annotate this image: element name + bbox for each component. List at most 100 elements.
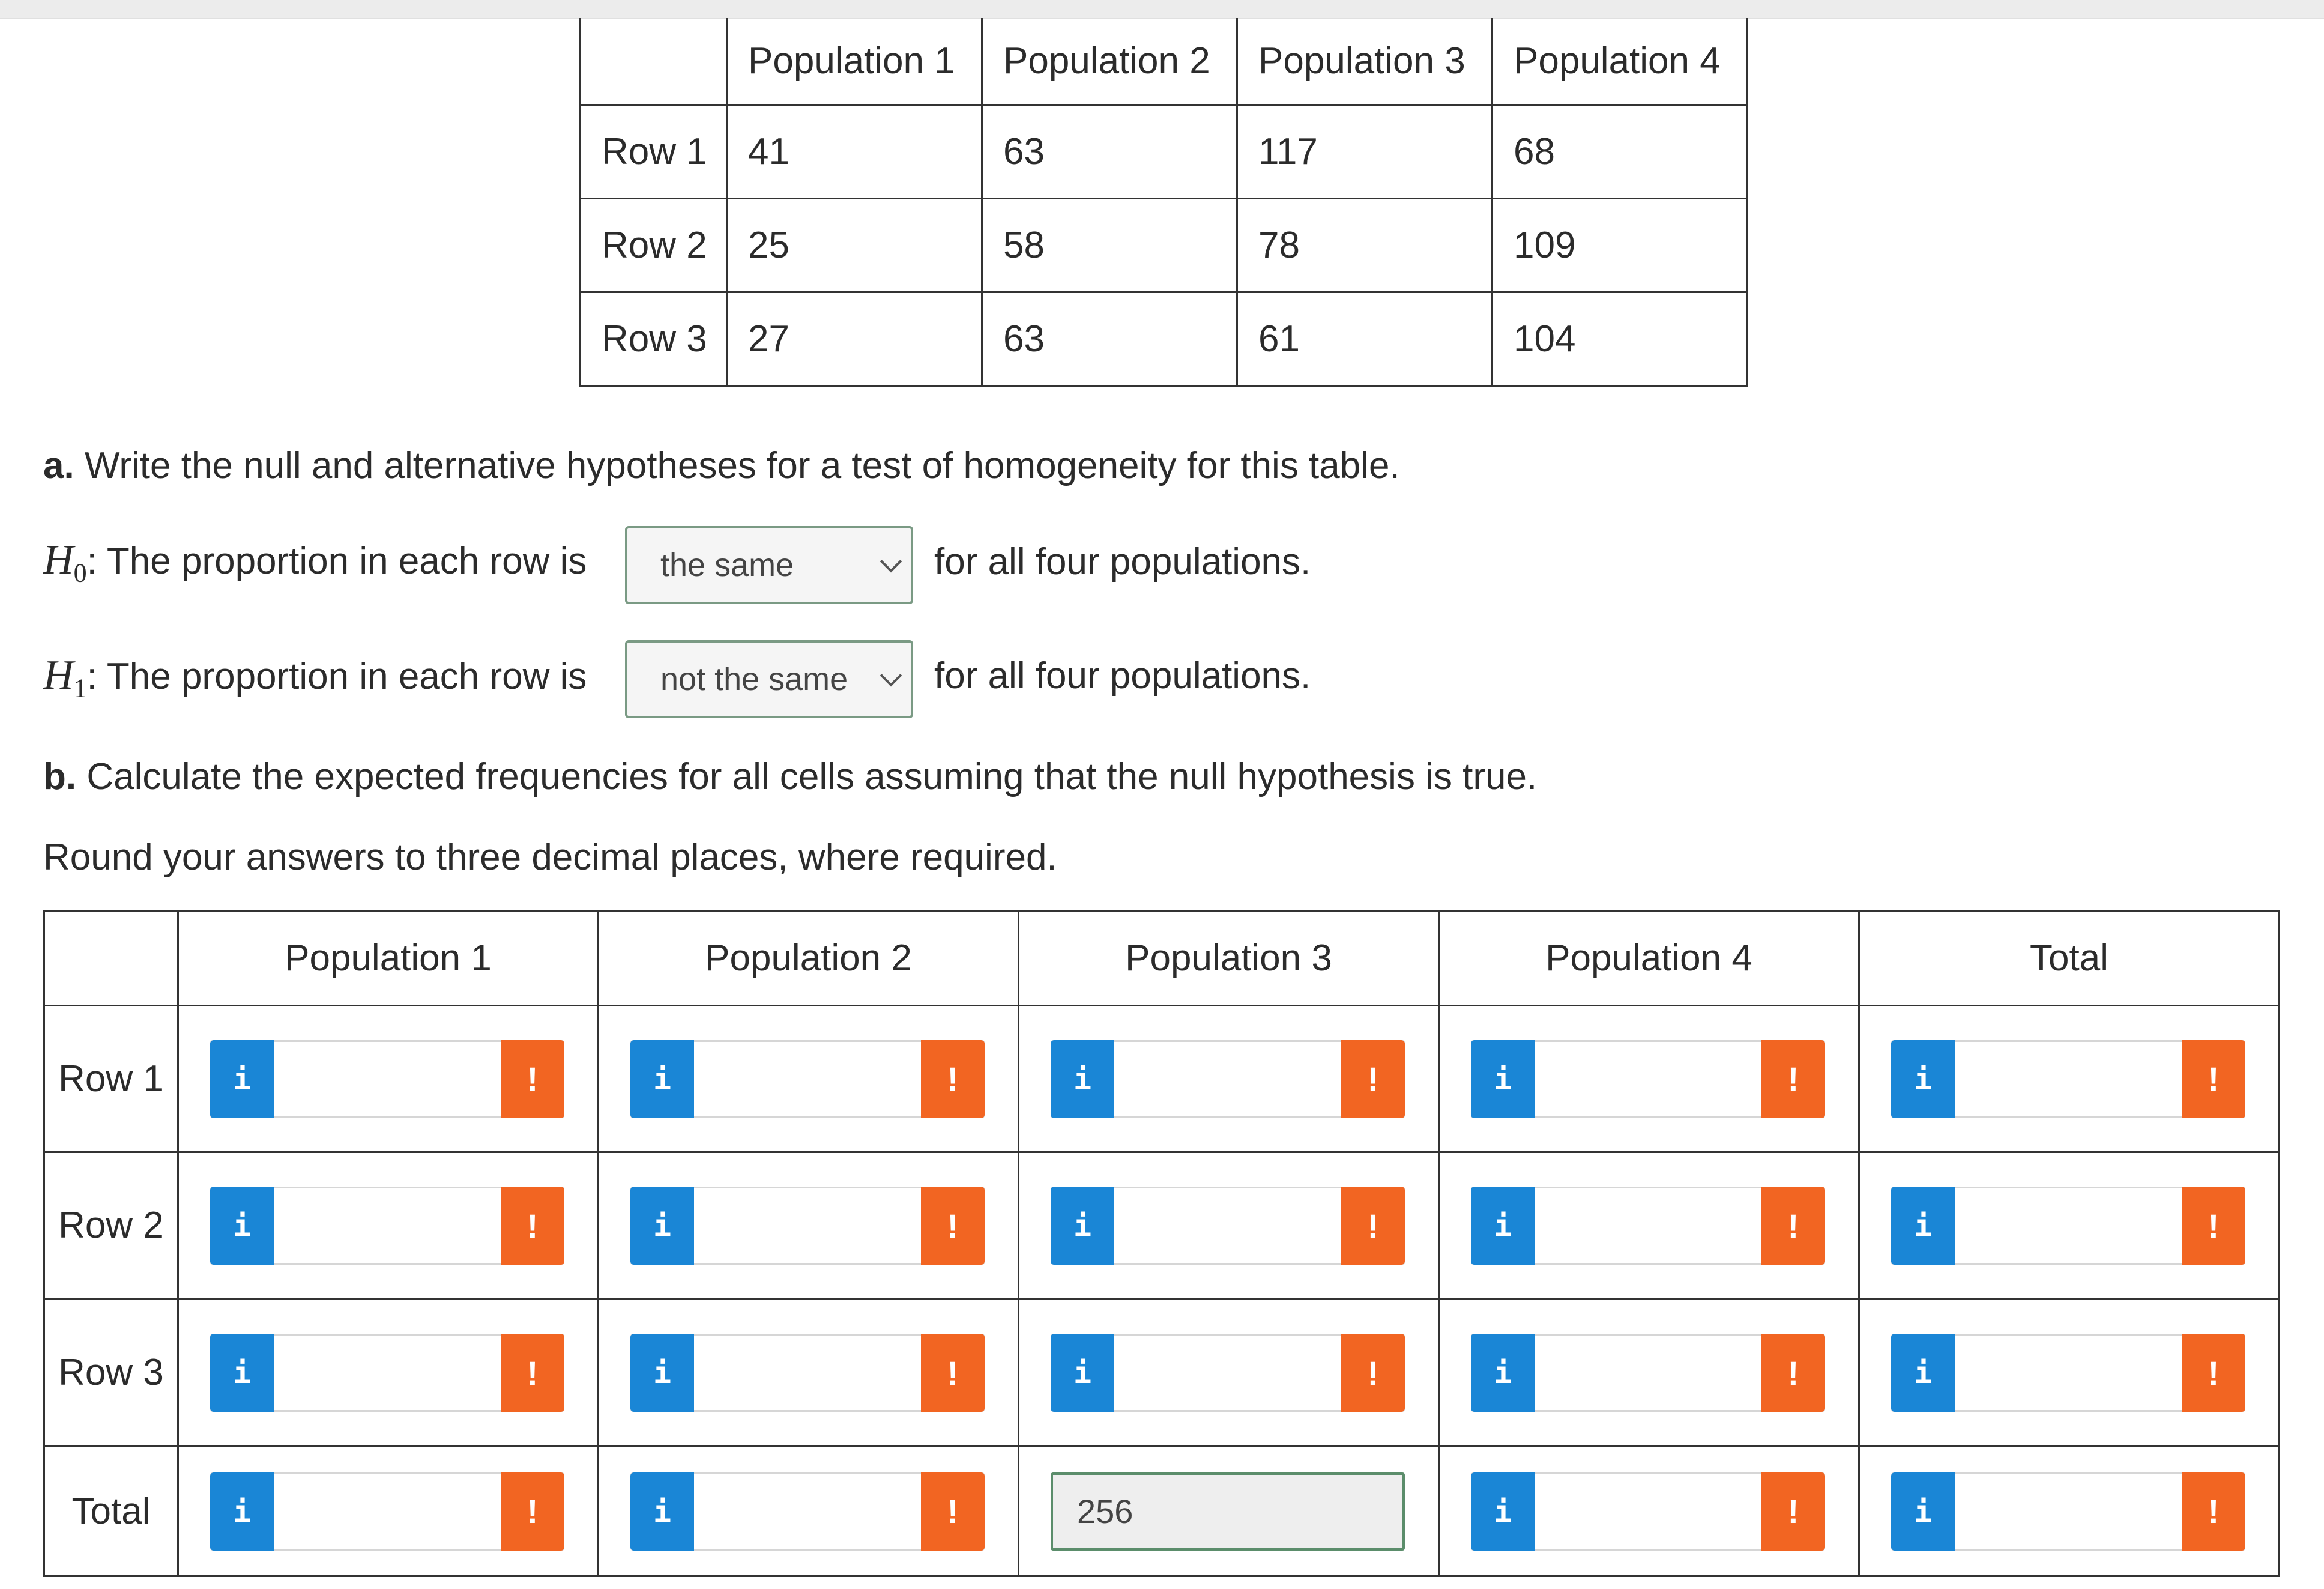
header-cell: Population 4 <box>1438 910 1860 1006</box>
exclamation-icon[interactable]: ! <box>2182 1472 2245 1551</box>
answer-input[interactable]: i! <box>1051 1334 1405 1412</box>
exclamation-icon[interactable]: ! <box>501 1472 564 1551</box>
exclamation-icon[interactable]: ! <box>1761 1040 1825 1118</box>
h1-statement: H1: The proportion in each row is <box>43 652 587 703</box>
answer-input[interactable]: i! <box>1471 1472 1825 1551</box>
answer-input[interactable]: i! <box>210 1040 564 1118</box>
answer-input[interactable]: i! <box>210 1334 564 1412</box>
answer-input[interactable]: i! <box>210 1472 564 1551</box>
info-icon[interactable]: i <box>1051 1040 1114 1118</box>
info-icon[interactable]: i <box>1891 1334 1955 1412</box>
exclamation-icon[interactable]: ! <box>2182 1187 2245 1265</box>
info-icon[interactable]: i <box>1051 1334 1114 1412</box>
h1-selected-value: not the same <box>660 661 848 697</box>
prefilled-answer-input[interactable]: 256 <box>1051 1472 1405 1551</box>
answer-input[interactable]: i! <box>630 1187 985 1265</box>
exclamation-icon[interactable]: ! <box>921 1040 985 1118</box>
chevron-down-icon <box>880 664 902 687</box>
part-a-prefix: a. <box>43 445 74 486</box>
info-icon[interactable]: i <box>210 1334 274 1412</box>
exclamation-icon[interactable]: ! <box>1761 1334 1825 1412</box>
h1-select[interactable]: not the same <box>625 640 913 718</box>
part-b-question: b. Calculate the expected frequencies fo… <box>43 755 1537 798</box>
answer-grid: Population 1 Population 2 Population 3 P… <box>43 910 2280 1577</box>
exclamation-icon[interactable]: ! <box>921 1472 985 1551</box>
info-icon[interactable]: i <box>210 1472 274 1551</box>
answer-cell: i! <box>177 1445 599 1577</box>
info-icon[interactable]: i <box>1891 1187 1955 1265</box>
answer-input[interactable]: i! <box>630 1334 985 1412</box>
header-cell: Population 2 <box>981 18 1238 106</box>
answer-input[interactable]: i! <box>1051 1187 1405 1265</box>
header-cell: Population 1 <box>177 910 599 1006</box>
answer-input[interactable]: i! <box>630 1040 985 1118</box>
data-cell: 68 <box>1491 104 1748 199</box>
row-label: Row 1 <box>43 1005 179 1153</box>
answer-input[interactable]: i! <box>1471 1334 1825 1412</box>
data-cell: 61 <box>1236 291 1493 387</box>
table-row: Row 2 25 58 78 109 <box>579 198 1748 293</box>
info-icon[interactable]: i <box>630 1187 694 1265</box>
table-row: Row 2 i! i! i! i! i! <box>43 1151 2280 1300</box>
exclamation-icon[interactable]: ! <box>921 1334 985 1412</box>
info-icon[interactable]: i <box>630 1040 694 1118</box>
exclamation-icon[interactable]: ! <box>921 1187 985 1265</box>
answer-input[interactable]: i! <box>1471 1187 1825 1265</box>
h1-symbol: H <box>43 652 74 698</box>
info-icon[interactable]: i <box>1471 1472 1535 1551</box>
info-icon[interactable]: i <box>1471 1040 1535 1118</box>
answer-input[interactable]: i! <box>1051 1040 1405 1118</box>
h0-symbol: H <box>43 537 74 583</box>
table-row: Row 3 27 63 61 104 <box>579 291 1748 387</box>
info-icon[interactable]: i <box>1471 1334 1535 1412</box>
h0-select[interactable]: the same <box>625 526 913 604</box>
info-icon[interactable]: i <box>1891 1472 1955 1551</box>
answer-cell: i! <box>177 1298 599 1447</box>
exclamation-icon[interactable]: ! <box>1761 1472 1825 1551</box>
answer-cell: i! <box>177 1005 599 1153</box>
answer-input[interactable]: i! <box>1891 1040 2245 1118</box>
part-a-question: a. Write the null and alternative hypoth… <box>43 444 1400 487</box>
exclamation-icon[interactable]: ! <box>1341 1334 1405 1412</box>
exclamation-icon[interactable]: ! <box>501 1334 564 1412</box>
info-icon[interactable]: i <box>210 1040 274 1118</box>
data-cell: 117 <box>1236 104 1493 199</box>
h0-text: : The proportion in each row is <box>86 540 587 582</box>
data-table-header: Population 1 Population 2 Population 3 P… <box>579 18 1748 106</box>
exclamation-icon[interactable]: ! <box>1341 1040 1405 1118</box>
info-icon[interactable]: i <box>1471 1187 1535 1265</box>
table-row: Row 3 i! i! i! i! i! <box>43 1298 2280 1447</box>
answer-cell: i! <box>1858 1005 2280 1153</box>
answer-input[interactable]: i! <box>1891 1187 2245 1265</box>
row-label: Row 3 <box>43 1298 179 1447</box>
answer-input[interactable]: i! <box>1891 1334 2245 1412</box>
data-cell: 27 <box>726 291 983 387</box>
header-cell <box>43 910 179 1006</box>
info-icon[interactable]: i <box>630 1472 694 1551</box>
table-row: Row 1 41 63 117 68 <box>579 104 1748 199</box>
exclamation-icon[interactable]: ! <box>501 1040 564 1118</box>
answer-cell: i! <box>1438 1151 1860 1300</box>
info-icon[interactable]: i <box>630 1334 694 1412</box>
answer-cell: i! <box>1438 1445 1860 1577</box>
answer-input[interactable]: i! <box>1471 1040 1825 1118</box>
row-label: Row 1 <box>579 104 728 199</box>
answer-cell: i! <box>1438 1005 1860 1153</box>
exclamation-icon[interactable]: ! <box>501 1187 564 1265</box>
data-cell: 58 <box>981 198 1238 293</box>
exclamation-icon[interactable]: ! <box>1341 1187 1405 1265</box>
exclamation-icon[interactable]: ! <box>2182 1040 2245 1118</box>
chevron-down-icon <box>880 550 902 573</box>
exclamation-icon[interactable]: ! <box>2182 1334 2245 1412</box>
info-icon[interactable]: i <box>210 1187 274 1265</box>
data-cell: 78 <box>1236 198 1493 293</box>
data-cell: 109 <box>1491 198 1748 293</box>
info-icon[interactable]: i <box>1051 1187 1114 1265</box>
info-icon[interactable]: i <box>1891 1040 1955 1118</box>
answer-cell: i! <box>597 1298 1019 1447</box>
header-cell: Population 3 <box>1236 18 1493 106</box>
answer-input[interactable]: i! <box>630 1472 985 1551</box>
answer-input[interactable]: i! <box>1891 1472 2245 1551</box>
answer-input[interactable]: i! <box>210 1187 564 1265</box>
exclamation-icon[interactable]: ! <box>1761 1187 1825 1265</box>
